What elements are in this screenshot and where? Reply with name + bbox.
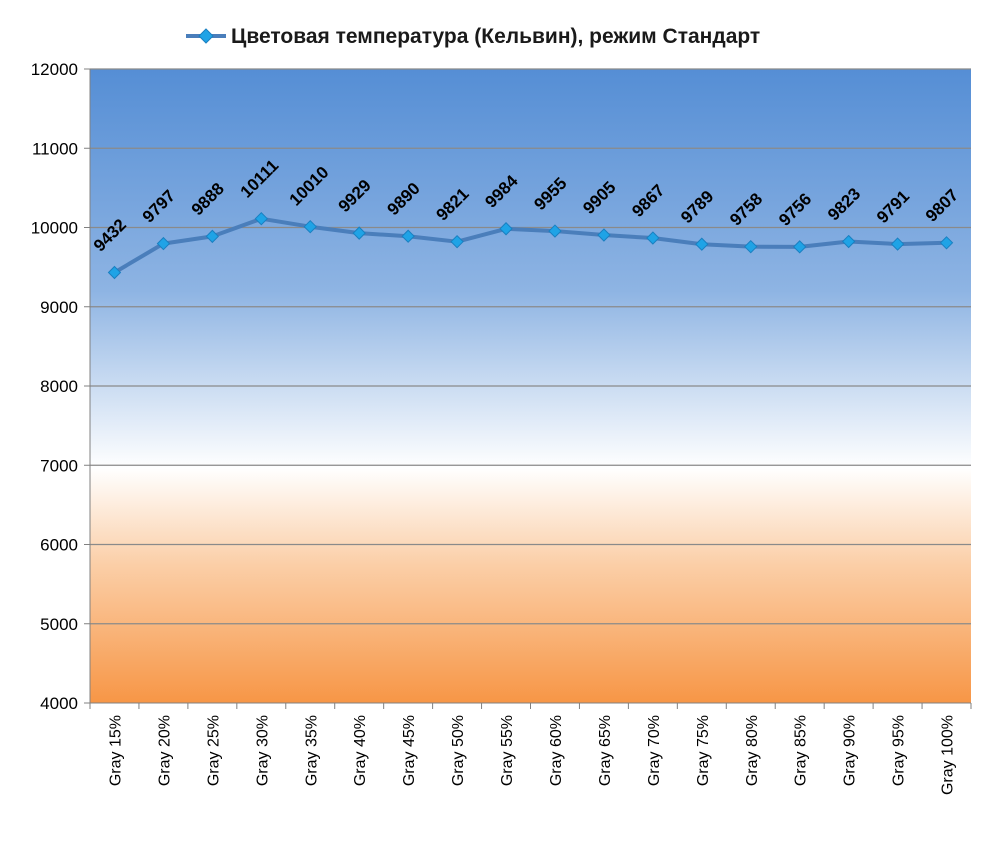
x-tick-label: Gray 30% <box>254 715 271 786</box>
x-tick-label: Gray 20% <box>156 715 173 786</box>
data-point <box>352 226 366 240</box>
data-point <box>156 236 171 251</box>
series-lines <box>113 216 947 275</box>
x-tick-label: Gray 75% <box>695 715 712 786</box>
y-tick-label: 6000 <box>40 536 78 555</box>
x-tick-label: Gray 70% <box>646 715 663 786</box>
y-tick-labels: 4000 5000 6000 7000 8000 9000 10000 11000 12000 <box>31 60 78 713</box>
legend-marker <box>198 28 214 44</box>
data-point <box>597 228 611 242</box>
data-point <box>646 231 660 245</box>
data-point <box>254 211 269 226</box>
y-tick-label: 11000 <box>32 139 78 158</box>
x-tick-label: Gray 50% <box>450 715 467 786</box>
y-tick-label: 10000 <box>31 219 78 238</box>
y-tick-label: 12000 <box>31 60 78 79</box>
x-tick-label: Gray 80% <box>744 715 761 786</box>
data-point <box>939 236 954 250</box>
data-point <box>499 222 513 236</box>
data-point <box>107 265 122 280</box>
data-point <box>792 240 807 254</box>
data-point <box>303 220 317 234</box>
x-tick-label: Gray 60% <box>548 715 565 786</box>
x-tick-label: Gray 35% <box>303 715 320 786</box>
data-point <box>744 239 758 254</box>
x-tick-label: Gray 40% <box>352 715 369 786</box>
x-tick-label: Gray 95% <box>891 715 908 786</box>
x-tick-label: Gray 15% <box>107 715 124 786</box>
series-line <box>113 216 947 275</box>
y-tick-label: 5000 <box>40 615 78 634</box>
x-tick-label: Gray 45% <box>401 715 418 786</box>
axes <box>89 69 972 709</box>
legend: Цветовая температура (Кельвин), режим Ст… <box>186 25 760 48</box>
data-markers <box>107 211 954 280</box>
x-tick-label: Gray 100% <box>940 715 957 795</box>
data-point <box>401 229 415 243</box>
x-tick-labels: Gray 15% Gray 20% Gray 25% Gray 30% Gray 35%… <box>107 715 956 795</box>
data-point <box>450 234 464 249</box>
data-point <box>548 224 562 238</box>
x-tick-label: Gray 90% <box>842 715 859 786</box>
x-tick-label: Gray 85% <box>793 715 810 786</box>
data-point <box>841 234 856 249</box>
x-tick-label: Gray 25% <box>205 715 222 786</box>
x-tick-label: Gray 65% <box>597 715 614 786</box>
grid-lines <box>84 68 971 704</box>
data-point <box>205 229 220 244</box>
y-tick-label: 7000 <box>40 456 78 475</box>
y-tick-label: 8000 <box>40 377 78 396</box>
y-tick-label: 9000 <box>40 298 78 317</box>
data-point <box>695 237 709 251</box>
y-tick-label: 4000 <box>40 694 78 713</box>
x-tick-label: Gray 55% <box>499 715 516 786</box>
data-point <box>890 237 905 251</box>
legend-label: Цветовая температура (Кельвин), режим Ст… <box>231 25 760 48</box>
